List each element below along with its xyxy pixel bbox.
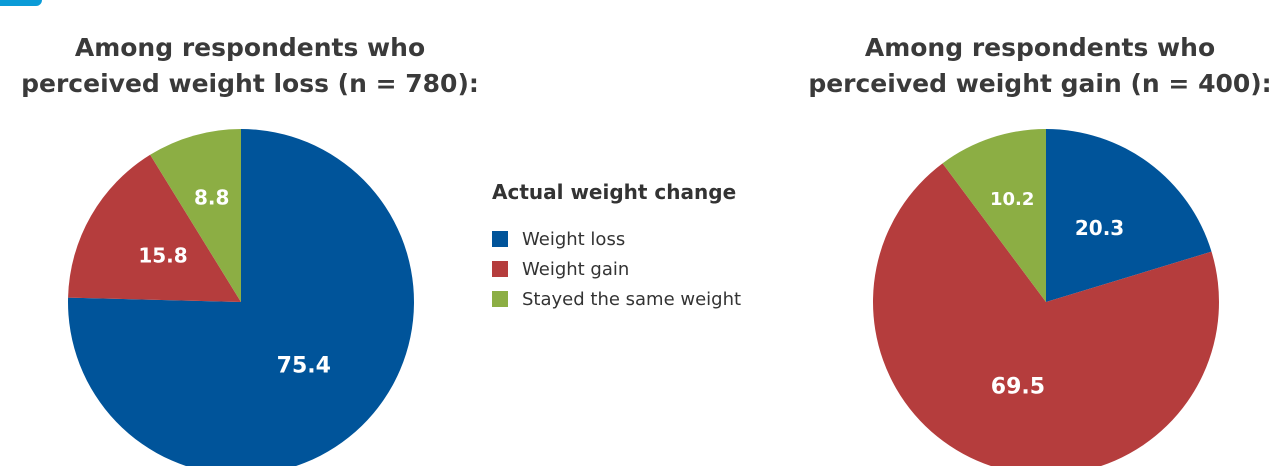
legend-title: Actual weight change	[492, 180, 737, 204]
chart-title-weight-gain: Among respondents who perceived weight g…	[808, 33, 1272, 98]
pie-slice-weight-gain	[68, 154, 242, 302]
pie-slice-weight-loss	[1046, 129, 1212, 302]
data-label-stayed-same: 8.8	[194, 185, 229, 209]
legend-swatch-weight-loss	[492, 231, 508, 247]
data-label-stayed-same: 10.2	[990, 189, 1034, 210]
data-label-weight-loss: 20.3	[1075, 216, 1124, 240]
chart-title-weight-loss: Among respondents who perceived weight l…	[21, 33, 479, 98]
legend-item-weight-loss: Weight loss	[492, 224, 812, 254]
pie-slice-weight-loss	[68, 129, 414, 466]
legend-swatch-weight-gain	[492, 261, 508, 277]
data-label-weight-gain: 69.5	[991, 374, 1045, 399]
legend-item-weight-gain: Weight gain	[492, 254, 812, 284]
pie-slice-weight-gain	[873, 163, 1219, 466]
legend: Actual weight change Weight loss Weight …	[492, 180, 812, 314]
legend-label: Weight loss	[522, 228, 626, 250]
legend-swatch-stayed-same	[492, 291, 508, 307]
pie-slice-stayed-same	[942, 129, 1046, 302]
data-label-weight-loss: 75.4	[277, 353, 331, 378]
data-label-weight-gain: 15.8	[138, 244, 187, 268]
legend-item-stayed-same: Stayed the same weight	[492, 284, 812, 314]
legend-label: Stayed the same weight	[522, 288, 742, 310]
header-accent-bar	[0, 0, 42, 6]
pie-slice-stayed-same	[150, 129, 241, 302]
legend-label: Weight gain	[522, 258, 630, 280]
